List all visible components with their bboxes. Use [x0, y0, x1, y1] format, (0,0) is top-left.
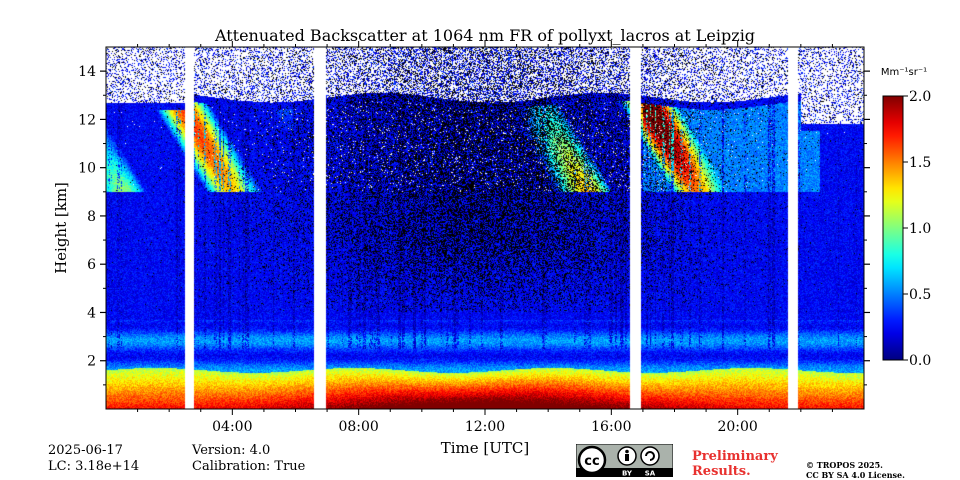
- x-tick-label: 16:00: [591, 419, 631, 435]
- copyright-line-2: CC BY SA 4.0 License.: [806, 470, 905, 480]
- colorbar-tick-label: 2.0: [909, 89, 931, 105]
- colorbar: [882, 95, 904, 361]
- y-tick-label: 14: [78, 64, 96, 80]
- footer-date-lc: 2025-06-17 LC: 3.18e+14: [48, 443, 139, 475]
- y-tick-label: 8: [87, 209, 96, 225]
- version-label: Version: 4.0: [192, 443, 271, 458]
- colorbar-tick-label: 1.5: [909, 155, 931, 171]
- colorbar-tick-label: 0.0: [909, 353, 931, 369]
- svg-text:cc: cc: [584, 454, 599, 469]
- y-axis-label: Height [km]: [52, 182, 70, 274]
- x-tick-label: 08:00: [338, 419, 378, 435]
- cc-sa-text: SA: [645, 470, 656, 478]
- heatmap-raster: [106, 47, 864, 409]
- y-tick-label: 2: [87, 354, 96, 370]
- y-tick-label: 6: [87, 257, 96, 273]
- x-tick-label: 04:00: [212, 419, 252, 435]
- lidar-constant-label: LC: 3.18e+14: [48, 459, 140, 474]
- copyright-label: © TROPOS 2025. CC BY SA 4.0 License.: [806, 460, 905, 480]
- y-tick-label: 4: [87, 305, 96, 321]
- colorbar-unit-label: Mm⁻¹sr⁻¹: [881, 67, 927, 78]
- preliminary-line-1: Preliminary: [692, 449, 778, 464]
- chart-title: Attenuated Backscatter at 1064 nm FR of …: [214, 26, 755, 45]
- x-tick-label: 20:00: [717, 419, 757, 435]
- preliminary-line-2: Results.: [692, 464, 751, 479]
- y-tick-label: 10: [78, 161, 96, 177]
- preliminary-results-label: Preliminary Results.: [692, 449, 778, 479]
- colorbar-tick-label: 0.5: [909, 287, 931, 303]
- copyright-line-1: © TROPOS 2025.: [806, 460, 883, 470]
- date-label: 2025-06-17: [48, 443, 123, 458]
- footer-version: Version: 4.0 Calibration: True: [192, 443, 305, 475]
- cc-by-sa-license-icon: cc BY SA: [576, 444, 673, 477]
- cc-by-text: BY: [622, 470, 633, 478]
- y-tick-label: 12: [78, 112, 96, 128]
- x-axis-label: Time [UTC]: [441, 439, 530, 457]
- x-tick-label: 12:00: [465, 419, 505, 435]
- colorbar-tick-label: 1.0: [909, 221, 931, 237]
- calibration-label: Calibration: True: [192, 459, 306, 474]
